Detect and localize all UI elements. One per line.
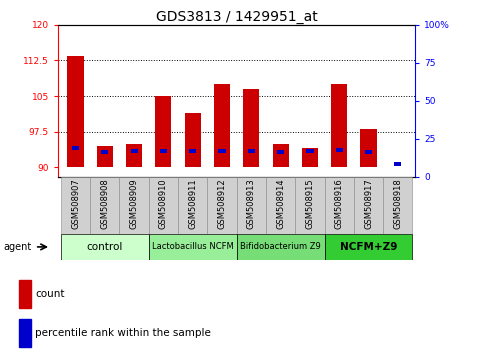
Bar [160,149,167,153]
Bar [336,148,343,152]
Bar [331,84,347,167]
Text: count: count [35,289,65,299]
Bar [156,96,171,167]
Text: agent: agent [3,242,31,252]
Bar [68,56,84,167]
Bar [130,149,138,153]
Bar [19,280,30,308]
Text: Lactobacillus NCFM: Lactobacillus NCFM [152,242,234,251]
Text: GSM508908: GSM508908 [100,179,109,229]
Text: percentile rank within the sample: percentile rank within the sample [35,327,211,338]
Bar [390,166,406,167]
Bar [248,149,255,153]
Bar [189,149,197,153]
Bar [325,177,354,234]
Bar [266,177,295,234]
Bar [101,150,109,154]
Bar [237,177,266,234]
Text: GSM508914: GSM508914 [276,179,285,229]
Text: GSM508907: GSM508907 [71,179,80,229]
Text: NCFM+Z9: NCFM+Z9 [340,242,397,252]
Text: GSM508913: GSM508913 [247,179,256,229]
Text: control: control [86,242,123,252]
Bar [277,150,284,154]
Bar [61,234,149,260]
Bar [302,148,318,167]
Text: Bifidobacterium Z9: Bifidobacterium Z9 [240,242,321,251]
Text: GSM508909: GSM508909 [129,179,139,229]
Bar [394,162,401,166]
Bar [214,84,230,167]
Bar [243,89,259,167]
Bar [237,234,325,260]
Text: GSM508915: GSM508915 [305,179,314,229]
Bar [207,177,237,234]
Bar [306,149,313,153]
Bar [325,234,412,260]
Bar [354,177,383,234]
Title: GDS3813 / 1429951_at: GDS3813 / 1429951_at [156,10,317,24]
Bar [149,234,237,260]
Bar [185,113,201,167]
Bar [360,130,377,167]
Bar [126,144,142,167]
Bar [365,150,372,154]
Bar [383,177,412,234]
Bar [178,177,207,234]
Text: GSM508917: GSM508917 [364,179,373,229]
Bar [218,149,226,153]
Text: GSM508910: GSM508910 [159,179,168,229]
Text: GSM508918: GSM508918 [393,179,402,229]
Bar [149,177,178,234]
Bar [119,177,149,234]
Bar [72,146,79,150]
Bar [97,146,113,167]
Bar [90,177,119,234]
Bar [61,177,90,234]
Bar [295,177,325,234]
Text: GSM508912: GSM508912 [217,179,227,229]
Text: GSM508916: GSM508916 [335,179,344,229]
Bar [272,144,289,167]
Bar [19,319,30,347]
Text: GSM508911: GSM508911 [188,179,197,229]
